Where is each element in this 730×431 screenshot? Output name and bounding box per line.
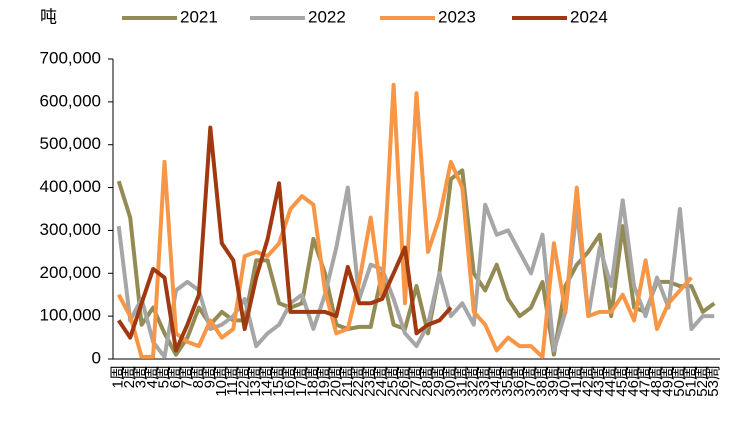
x-tick-label: 30周 xyxy=(442,365,459,397)
x-tick-label: 13周 xyxy=(247,365,264,397)
x-tick-label: 21周 xyxy=(339,365,356,397)
x-tick-label: 14周 xyxy=(259,365,276,397)
legend-label: 2022 xyxy=(308,7,346,26)
x-tick-label: 22周 xyxy=(350,365,367,397)
x-tick-label: 42周 xyxy=(579,365,596,397)
x-tick-label: 36周 xyxy=(511,365,528,397)
legend-label: 2023 xyxy=(438,7,476,26)
x-tick-label: 10周 xyxy=(213,365,230,397)
series-line xyxy=(116,82,693,359)
x-tick-label: 23周 xyxy=(362,365,379,397)
x-tick-label: 51周 xyxy=(682,365,699,397)
x-tick-label: 25周 xyxy=(385,365,402,397)
x-tick-label: 35周 xyxy=(499,365,516,397)
x-tick-label: 16周 xyxy=(281,365,298,397)
x-tick-label: 28周 xyxy=(419,365,436,397)
legend-label: 2024 xyxy=(570,7,608,26)
x-tick-label: 15周 xyxy=(270,365,287,397)
x-tick-label: 48周 xyxy=(648,365,665,397)
x-tick-label: 37周 xyxy=(522,365,539,397)
x-tick-label: 52周 xyxy=(694,365,711,397)
x-tick-label: 27周 xyxy=(407,365,424,397)
x-tick-label: 38周 xyxy=(533,365,550,397)
x-tick-label: 40周 xyxy=(556,365,573,397)
x-tick-label: 46周 xyxy=(625,365,642,397)
series-line xyxy=(116,185,715,359)
x-tick-label: 2周 xyxy=(121,365,138,388)
x-tick-label: 4周 xyxy=(144,365,161,388)
y-tick-label: 400,000 xyxy=(40,177,101,196)
x-tick-label: 47周 xyxy=(637,365,654,397)
x-tick-label: 7周 xyxy=(178,365,195,388)
x-tick-label: 3周 xyxy=(133,365,150,388)
y-tick-label: 100,000 xyxy=(40,306,101,325)
x-tick-label: 31周 xyxy=(453,365,470,397)
y-tick-label: 600,000 xyxy=(40,91,101,110)
x-tick-label: 8周 xyxy=(190,365,207,388)
x-tick-label: 5周 xyxy=(156,365,173,388)
x-tick-label: 19周 xyxy=(316,365,333,397)
x-tick-label: 49周 xyxy=(659,365,676,397)
y-tick-label: 700,000 xyxy=(40,48,101,67)
y-tick-label: 200,000 xyxy=(40,263,101,282)
x-tick-label: 11周 xyxy=(224,365,241,396)
x-tick-label: 45周 xyxy=(614,365,631,397)
x-tick-label: 29周 xyxy=(430,365,447,397)
y-tick-label: 0 xyxy=(92,348,101,367)
x-tick-label: 1周 xyxy=(110,365,127,388)
x-tick-label: 32周 xyxy=(465,365,482,397)
x-tick-label: 17周 xyxy=(293,365,310,397)
x-tick-label: 12周 xyxy=(236,365,253,397)
x-tick-label: 39周 xyxy=(545,365,562,397)
series-line xyxy=(117,125,453,353)
x-tick-label: 18周 xyxy=(304,365,321,397)
x-tick-label: 44周 xyxy=(602,365,619,397)
y-tick-label: 500,000 xyxy=(40,134,101,153)
legend-label: 2021 xyxy=(180,7,218,26)
series-line xyxy=(116,168,716,357)
x-tick-label: 6周 xyxy=(167,365,184,388)
x-tick-label: 26周 xyxy=(396,365,413,397)
x-tick-label: 43周 xyxy=(591,365,608,397)
x-tick-label: 50周 xyxy=(671,365,688,397)
x-tick-label: 41周 xyxy=(568,365,585,397)
x-tick-label: 9周 xyxy=(201,365,218,388)
y-axis-label: 吨 xyxy=(40,7,57,26)
x-tick-label: 34周 xyxy=(488,365,505,397)
y-tick-label: 300,000 xyxy=(40,220,101,239)
x-tick-label: 53周 xyxy=(705,365,722,397)
x-tick-label: 33周 xyxy=(476,365,493,397)
x-tick-label: 24周 xyxy=(373,365,390,397)
x-tick-label: 20周 xyxy=(327,365,344,397)
